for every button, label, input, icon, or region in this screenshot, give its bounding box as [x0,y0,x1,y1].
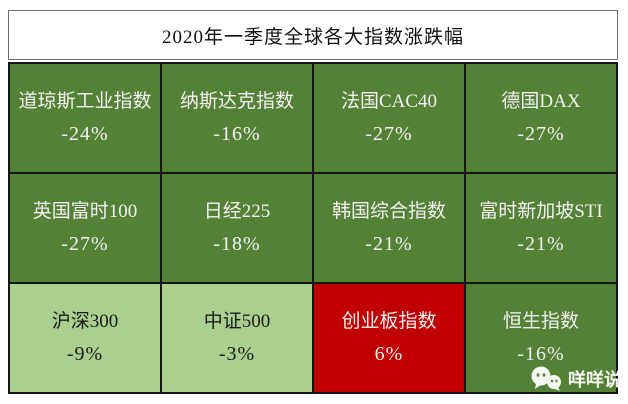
index-change-table: 2020年一季度全球各大指数涨跌幅 道琼斯工业指数 -24% 纳斯达克指数 -1… [8,10,618,394]
index-name: 德国DAX [501,91,581,112]
index-name: 恒生指数 [502,311,579,332]
index-name: 富时新加坡STI [479,201,603,222]
index-change: -9% [66,343,104,365]
index-cell-csi500: 中证500 -3% [161,283,313,393]
index-name: 纳斯达克指数 [179,91,294,112]
index-name: 沪深300 [51,311,119,332]
index-cell-cac40: 法国CAC40 -27% [313,63,465,173]
index-change: -18% [213,233,261,255]
index-change: -21% [517,233,565,255]
index-change: -24% [61,123,109,145]
page-title: 2020年一季度全球各大指数涨跌幅 [8,10,618,60]
index-grid: 道琼斯工业指数 -24% 纳斯达克指数 -16% 法国CAC40 -27% 德国… [8,62,618,394]
index-change: -16% [213,123,261,145]
index-change: 6% [374,343,404,365]
index-change: -27% [61,233,109,255]
index-cell-sti: 富时新加坡STI -21% [465,173,617,283]
index-cell-ftse100: 英国富时100 -27% [9,173,161,283]
index-change: -27% [365,123,413,145]
index-cell-nikkei225: 日经225 -18% [161,173,313,283]
index-cell-chinext: 创业板指数 6% [313,283,465,393]
watermark: 咩咩说 [530,366,622,392]
index-change: -16% [517,343,565,365]
index-name: 韩国综合指数 [331,201,446,222]
watermark-text: 咩咩说 [568,370,622,390]
index-name: 道琼斯工业指数 [18,91,152,112]
index-cell-csi300: 沪深300 -9% [9,283,161,393]
index-change: -3% [218,343,256,365]
index-change: -21% [365,233,413,255]
index-name: 中证500 [203,311,271,332]
index-cell-dax: 德国DAX -27% [465,63,617,173]
index-cell-dow-jones: 道琼斯工业指数 -24% [9,63,161,173]
sheep-chat-bubbles-icon [530,366,564,392]
index-cell-kospi: 韩国综合指数 -21% [313,173,465,283]
index-change: -27% [517,123,565,145]
index-name: 英国富时100 [32,201,138,222]
index-name: 日经225 [203,201,271,222]
index-name: 创业板指数 [341,311,437,332]
index-name: 法国CAC40 [340,91,438,112]
index-cell-nasdaq: 纳斯达克指数 -16% [161,63,313,173]
